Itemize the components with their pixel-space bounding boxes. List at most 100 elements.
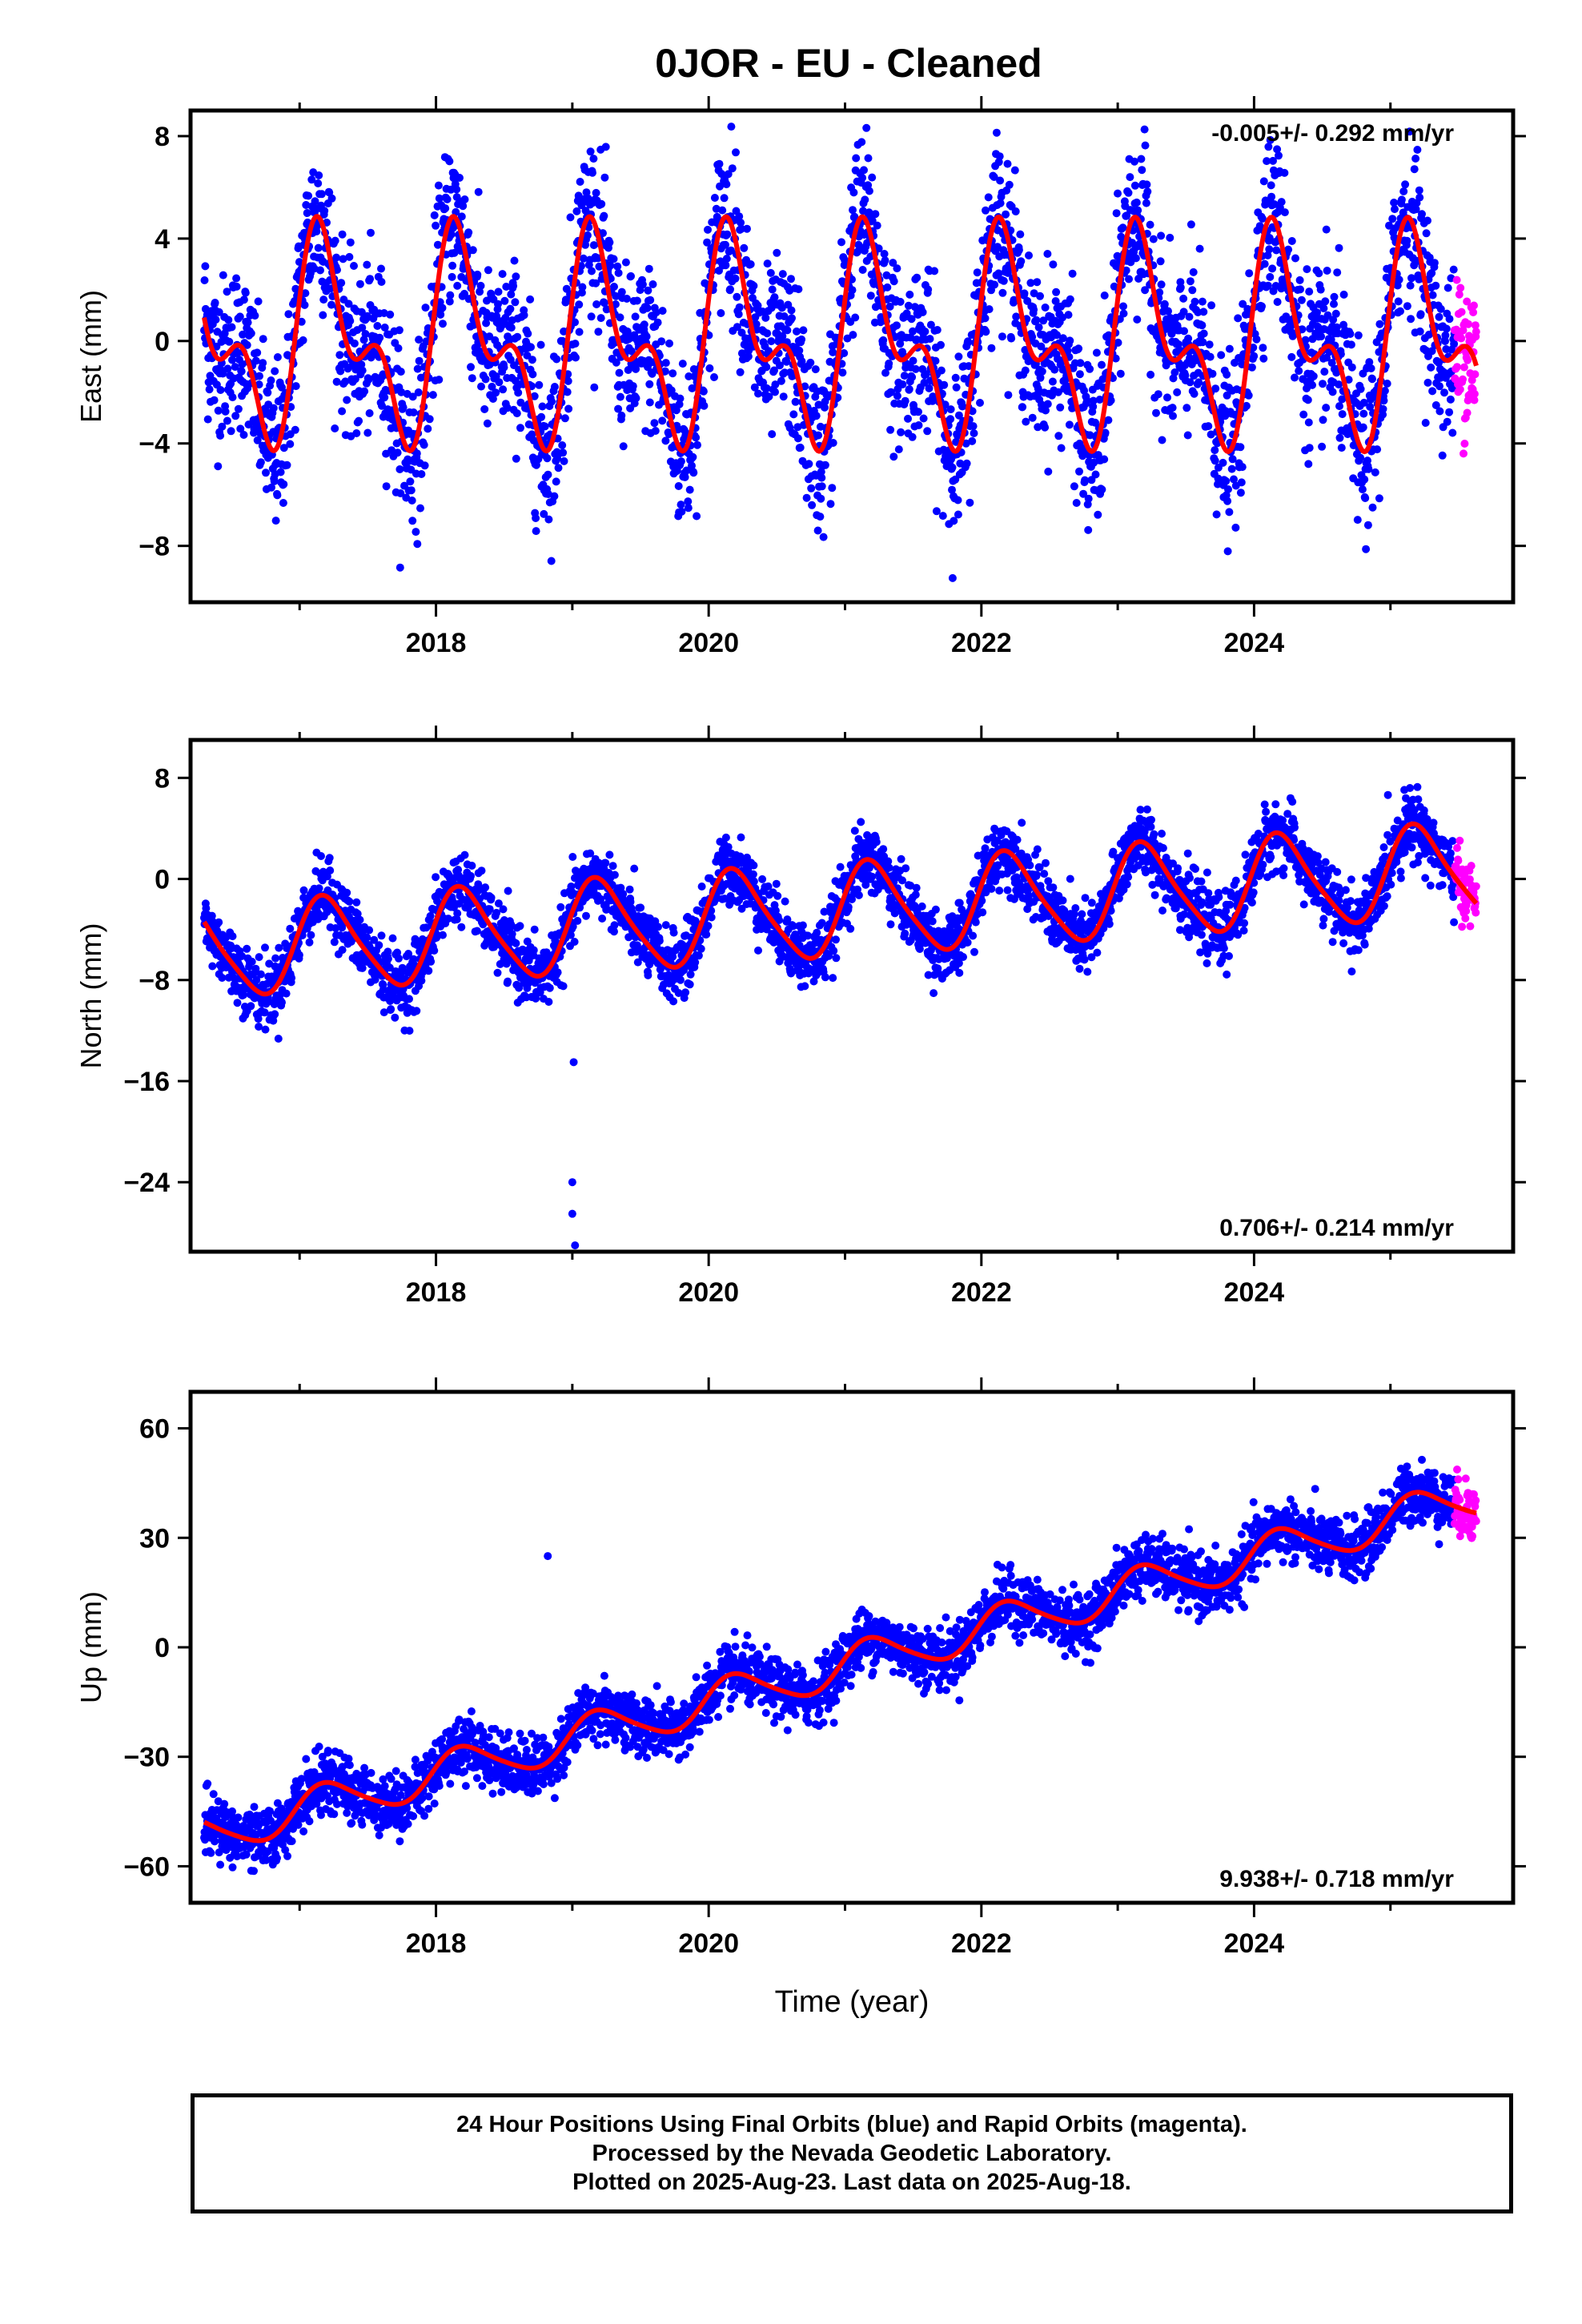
final-orbit-point	[282, 989, 291, 998]
final-orbit-point	[493, 968, 502, 977]
final-orbit-point	[1317, 332, 1326, 341]
final-orbit-point	[1126, 173, 1134, 182]
final-orbit-point	[837, 238, 845, 247]
final-orbit-point	[396, 489, 405, 497]
final-orbit-point	[1118, 223, 1127, 232]
final-orbit-point	[1036, 292, 1044, 300]
final-orbit-point	[826, 500, 835, 509]
final-orbit-point	[998, 332, 1006, 341]
final-orbit-point	[1182, 404, 1191, 412]
final-orbit-point	[1189, 267, 1198, 276]
final-orbit-point	[247, 1002, 255, 1011]
final-orbit-point	[1223, 497, 1232, 505]
final-orbit-point	[553, 968, 562, 977]
final-orbit-point	[434, 181, 443, 190]
final-orbit-point	[1339, 290, 1348, 299]
final-orbit-point	[1363, 521, 1372, 529]
final-orbit-point	[1407, 315, 1415, 324]
final-orbit-point	[214, 406, 223, 415]
final-orbit-point	[550, 383, 559, 391]
final-orbit-point	[1211, 456, 1219, 465]
final-orbit-point	[704, 225, 712, 234]
final-orbit-point	[1141, 141, 1150, 150]
final-orbit-point	[609, 255, 618, 263]
final-orbit-point	[405, 995, 413, 1003]
final-orbit-point	[233, 999, 242, 1007]
final-orbit-point	[1448, 428, 1457, 437]
final-orbit-point	[640, 320, 648, 329]
final-orbit-point	[1134, 206, 1142, 215]
final-orbit-point	[1347, 340, 1355, 349]
final-orbit-point	[1445, 408, 1454, 416]
final-orbit-point	[476, 281, 485, 290]
final-orbit-point	[538, 402, 547, 411]
final-orbit-point	[722, 180, 731, 189]
final-orbit-point	[722, 255, 731, 263]
final-orbit-point	[467, 363, 475, 372]
final-orbit-point	[350, 262, 358, 270]
final-orbit-point	[763, 259, 772, 268]
final-orbit-point	[817, 494, 825, 503]
final-orbit-point	[636, 903, 645, 912]
final-orbit-point	[1277, 198, 1286, 207]
final-orbit-point	[807, 484, 816, 493]
final-orbit-point	[1266, 272, 1275, 281]
rapid-orbit-point	[1459, 375, 1467, 384]
final-orbit-point	[243, 944, 251, 953]
final-orbit-point	[1259, 344, 1267, 352]
final-orbit-point	[749, 877, 758, 886]
final-orbit-point	[665, 339, 673, 348]
final-orbit-point	[346, 238, 355, 247]
final-orbit-point	[408, 497, 416, 505]
final-orbit-point	[651, 427, 660, 435]
final-orbit-point	[590, 383, 599, 392]
final-orbit-point	[314, 243, 323, 252]
final-orbit-point	[1423, 378, 1432, 387]
final-orbit-point	[645, 380, 654, 388]
final-orbit-point	[380, 324, 389, 332]
final-orbit-point	[512, 939, 520, 947]
final-orbit-point	[393, 448, 402, 457]
final-orbit-point	[1116, 369, 1125, 378]
final-orbit-point	[918, 308, 927, 316]
final-orbit-point	[866, 292, 875, 300]
final-orbit-point	[239, 330, 247, 339]
final-orbit-point	[1173, 388, 1182, 396]
final-orbit-point	[1430, 259, 1439, 267]
final-orbit-point	[330, 938, 339, 947]
final-orbit-point	[291, 425, 299, 434]
final-orbit-point	[1065, 420, 1074, 429]
final-orbit-point	[720, 194, 729, 203]
final-orbit-point	[325, 854, 334, 862]
final-orbit-point	[464, 228, 473, 237]
final-orbit-point	[677, 975, 685, 984]
final-orbit-point	[1321, 297, 1330, 306]
final-orbit-point	[337, 279, 346, 287]
final-orbit-point	[770, 293, 779, 302]
final-orbit-point	[743, 224, 751, 233]
final-orbit-point	[536, 340, 545, 349]
final-orbit-point	[327, 194, 336, 203]
final-orbit-point	[924, 285, 933, 294]
final-orbit-point	[732, 148, 740, 157]
final-orbit-point	[256, 458, 265, 467]
final-orbit-point	[734, 310, 743, 319]
final-orbit-point	[1140, 125, 1149, 134]
final-orbit-point	[477, 866, 486, 875]
final-orbit-point	[904, 414, 912, 423]
final-orbit-point	[443, 195, 452, 203]
final-orbit-point	[954, 352, 963, 361]
rapid-orbit-point	[1472, 328, 1480, 336]
final-orbit-point	[948, 573, 957, 582]
final-orbit-point	[787, 306, 796, 315]
rapid-orbit-point	[1464, 320, 1472, 328]
final-orbit-point	[527, 343, 535, 352]
final-orbit-point	[412, 528, 420, 537]
final-orbit-point	[331, 424, 339, 432]
final-orbit-point	[200, 276, 209, 284]
final-orbit-point	[614, 268, 623, 277]
final-orbit-point	[1443, 417, 1452, 426]
final-orbit-point	[560, 414, 569, 423]
final-orbit-point	[319, 296, 328, 304]
